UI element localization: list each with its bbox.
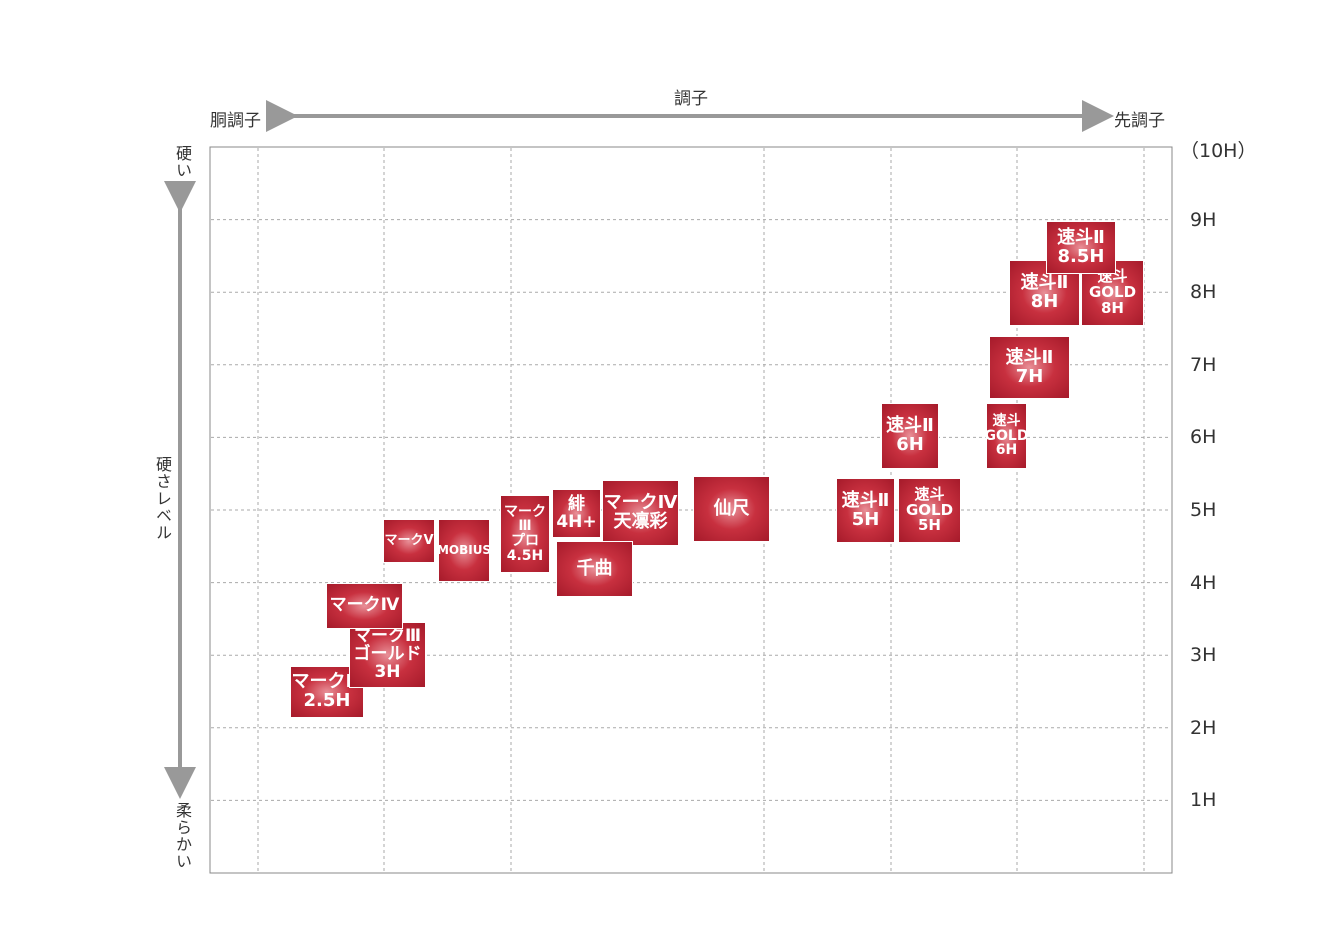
product-label: GOLD [984, 427, 1029, 444]
product-label: 4.5H [506, 547, 544, 564]
product-label: 7H [1015, 365, 1044, 387]
product-label: マークⅢ [504, 503, 546, 535]
product-label: MOBIUS [436, 543, 492, 558]
product-box: マークⅣ 天凛彩 [603, 481, 678, 545]
product-label: 速斗Ⅱ [886, 415, 934, 437]
product-label: マークⅣ [329, 595, 400, 616]
product-label: マークⅢ [353, 626, 422, 647]
product-box: 速斗Ⅱ 8.5H [1047, 222, 1115, 273]
axis-title: 調子 [674, 89, 708, 109]
product-label: 仙尺 [713, 497, 750, 519]
product-box: 仙尺 [694, 477, 769, 541]
y-tick-label: 3H [1190, 644, 1217, 667]
y-middle: 硬さレベル [153, 456, 172, 541]
product-label: 3H [374, 661, 401, 682]
y-tick-label: 5H [1190, 499, 1217, 521]
axis-left: 胴調子 [210, 111, 261, 131]
product-box: マークⅤ [384, 520, 434, 562]
product-label: 速斗GOLD [1088, 267, 1137, 302]
product-label: 速斗Ⅱ [1005, 346, 1054, 368]
product-box: マークⅣ [327, 584, 402, 628]
product-label: 8.5H [1057, 245, 1105, 267]
product-label: 5H [918, 516, 941, 535]
y-tick-label: （10H） [1180, 140, 1257, 162]
product-box: MOBIUS [436, 520, 492, 581]
axis-right: 先調子 [1114, 111, 1165, 131]
product-label: プロ [511, 533, 539, 549]
product-label: 5H [851, 508, 880, 530]
product-label: マークⅣ [603, 492, 678, 514]
y-tick-label: 1H [1190, 789, 1217, 812]
y-tick-label: 8H [1190, 281, 1217, 304]
product-box: 速斗Ⅱ 6H [882, 404, 938, 468]
product-label: 8H [1101, 298, 1124, 317]
y-tick-label: 7H [1190, 353, 1217, 376]
product-label: 2.5H [303, 690, 351, 711]
product-label: 速斗Ⅱ [1020, 272, 1069, 294]
product-label: 4H+ [556, 511, 597, 532]
product-box: マークⅢ ゴールド 3H [350, 623, 425, 687]
product-label: 速斗Ⅱ [841, 489, 890, 511]
y-top: 硬い [173, 145, 192, 179]
y-bottom: 柔らかい [173, 802, 192, 870]
y-tick-label: 2H [1190, 716, 1217, 739]
product-label: マークⅤ [384, 533, 434, 549]
product-label: 天凛彩 [613, 511, 668, 532]
y-tick-label: 6H [1190, 426, 1217, 449]
product-label: 速斗GOLD [905, 484, 954, 519]
plot-frame [209, 146, 1173, 874]
product-label: ゴールド [353, 644, 422, 665]
product-box: 速斗 GOLD 6H [984, 404, 1029, 468]
product-box: 速斗GOLD 5H [899, 479, 960, 542]
y-tick-label: 4H [1190, 571, 1217, 594]
product-label: 速斗 [992, 412, 1021, 429]
product-label: 緋 [568, 493, 585, 514]
product-box: 千曲 [557, 542, 632, 596]
product-label: 8H [1030, 291, 1059, 312]
product-label: 速斗Ⅱ [1057, 226, 1105, 248]
y-tick-label: 9H [1190, 208, 1217, 231]
product-label: 千曲 [576, 557, 613, 579]
product-box: 速斗Ⅱ 7H [990, 337, 1069, 398]
product-label: マークⅢ [291, 671, 363, 693]
product-box: 速斗Ⅱ 5H [837, 479, 894, 542]
product-box: マークⅢ プロ 4.5H [501, 496, 549, 572]
product-label: 6H [896, 434, 924, 455]
product-label: 6H [995, 442, 1018, 459]
product-box: 緋 4H+ [553, 490, 600, 537]
